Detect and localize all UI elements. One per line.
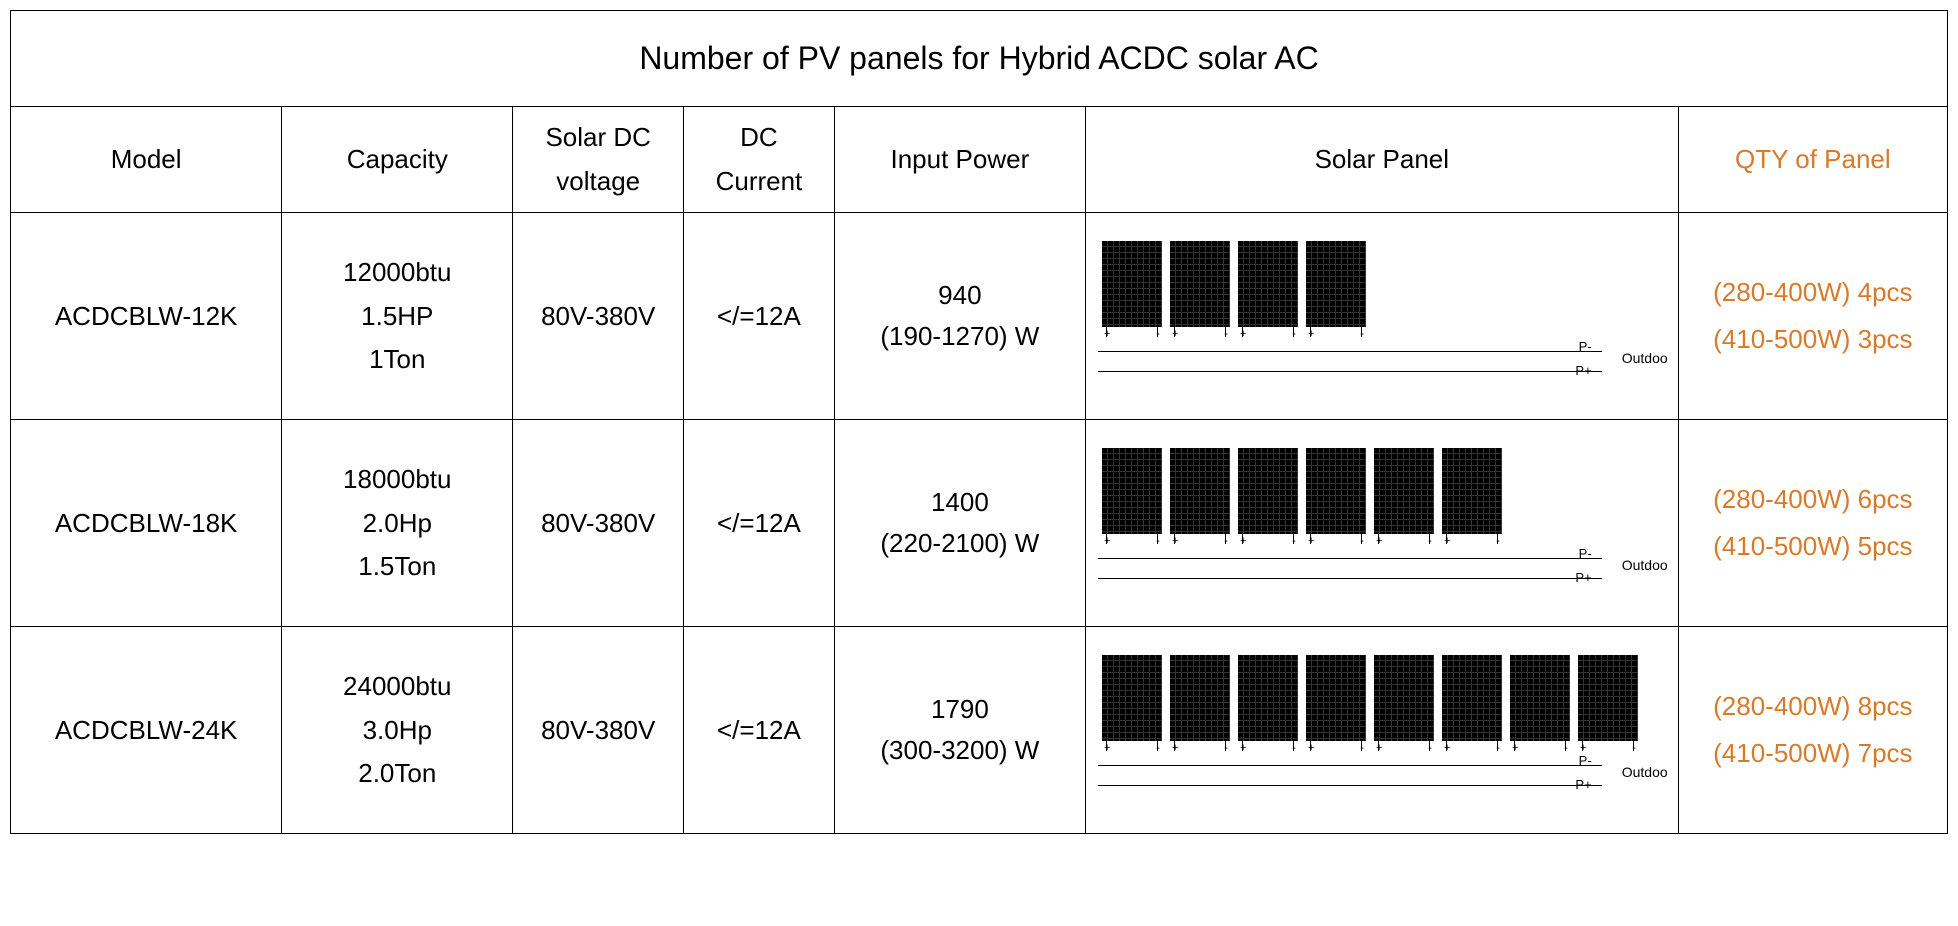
solar-panel-icon: +- [1510, 655, 1570, 741]
header-voltage: Solar DC voltage [513, 107, 684, 213]
cell-qty: (280-400W) 6pcs (410-500W) 5pcs [1678, 420, 1947, 627]
solar-panel-icon: +- [1442, 655, 1502, 741]
header-capacity: Capacity [282, 107, 513, 213]
solar-panel-icon: +- [1102, 655, 1162, 741]
cell-input-power: 1400 (220-2100) W [834, 420, 1085, 627]
cell-current: </=12A [684, 420, 835, 627]
p-minus-label: P- [1579, 544, 1592, 565]
cell-qty: (280-400W) 8pcs (410-500W) 7pcs [1678, 627, 1947, 834]
solar-panel-diagram: +-+-+-+-P-P+Outdoo [1092, 241, 1676, 391]
solar-panel-icon: +- [1238, 448, 1298, 534]
outdoor-label: Outdoo [1622, 347, 1668, 369]
solar-panel-icon: +- [1374, 655, 1434, 741]
cell-voltage: 80V-380V [513, 627, 684, 834]
solar-panel-icon: +- [1442, 448, 1502, 534]
solar-panel-icon: +- [1306, 655, 1366, 741]
solar-panel-icon: +- [1374, 448, 1434, 534]
outdoor-label: Outdoo [1622, 761, 1668, 783]
solar-panel-icon: +- [1170, 448, 1230, 534]
outdoor-label: Outdoo [1622, 554, 1668, 576]
p-plus-label: P+ [1575, 775, 1591, 796]
solar-panel-icon: +- [1238, 241, 1298, 327]
header-input-power: Input Power [834, 107, 1085, 213]
cell-model: ACDCBLW-18K [11, 420, 282, 627]
pv-panels-table: Number of PV panels for Hybrid ACDC sola… [10, 10, 1948, 834]
cell-model: ACDCBLW-12K [11, 213, 282, 420]
cell-capacity: 12000btu 1.5HP 1Ton [282, 213, 513, 420]
solar-panel-icon: +- [1238, 655, 1298, 741]
cell-current: </=12A [684, 627, 835, 834]
p-minus-label: P- [1579, 337, 1592, 358]
solar-panel-diagram: +-+-+-+-+-+-P-P+Outdoo [1092, 448, 1676, 598]
cell-solar-diagram: +-+-+-+-P-P+Outdoo [1085, 213, 1678, 420]
cell-model: ACDCBLW-24K [11, 627, 282, 834]
cell-solar-diagram: +-+-+-+-+-+-+-+-P-P+Outdoo [1085, 627, 1678, 834]
header-current: DC Current [684, 107, 835, 213]
header-qty: QTY of Panel [1678, 107, 1947, 213]
solar-panel-icon: +- [1102, 448, 1162, 534]
cell-voltage: 80V-380V [513, 420, 684, 627]
solar-panel-icon: +- [1102, 241, 1162, 327]
cell-voltage: 80V-380V [513, 213, 684, 420]
cell-solar-diagram: +-+-+-+-+-+-P-P+Outdoo [1085, 420, 1678, 627]
solar-panel-icon: +- [1170, 655, 1230, 741]
table-row: ACDCBLW-24K 24000btu 3.0Hp 2.0Ton 80V-38… [11, 627, 1948, 834]
solar-panel-icon: +- [1170, 241, 1230, 327]
table-title: Number of PV panels for Hybrid ACDC sola… [11, 11, 1948, 107]
table-row: ACDCBLW-12K 12000btu 1.5HP 1Ton 80V-380V… [11, 213, 1948, 420]
table-row: ACDCBLW-18K 18000btu 2.0Hp 1.5Ton 80V-38… [11, 420, 1948, 627]
header-solar-panel: Solar Panel [1085, 107, 1678, 213]
solar-panel-diagram: +-+-+-+-+-+-+-+-P-P+Outdoo [1092, 655, 1676, 805]
p-plus-label: P+ [1575, 568, 1591, 589]
cell-current: </=12A [684, 213, 835, 420]
cell-input-power: 1790 (300-3200) W [834, 627, 1085, 834]
cell-qty: (280-400W) 4pcs (410-500W) 3pcs [1678, 213, 1947, 420]
solar-panel-icon: +- [1306, 241, 1366, 327]
header-model: Model [11, 107, 282, 213]
p-plus-label: P+ [1575, 361, 1591, 382]
cell-capacity: 18000btu 2.0Hp 1.5Ton [282, 420, 513, 627]
cell-input-power: 940 (190-1270) W [834, 213, 1085, 420]
cell-capacity: 24000btu 3.0Hp 2.0Ton [282, 627, 513, 834]
solar-panel-icon: +- [1578, 655, 1638, 741]
solar-panel-icon: +- [1306, 448, 1366, 534]
